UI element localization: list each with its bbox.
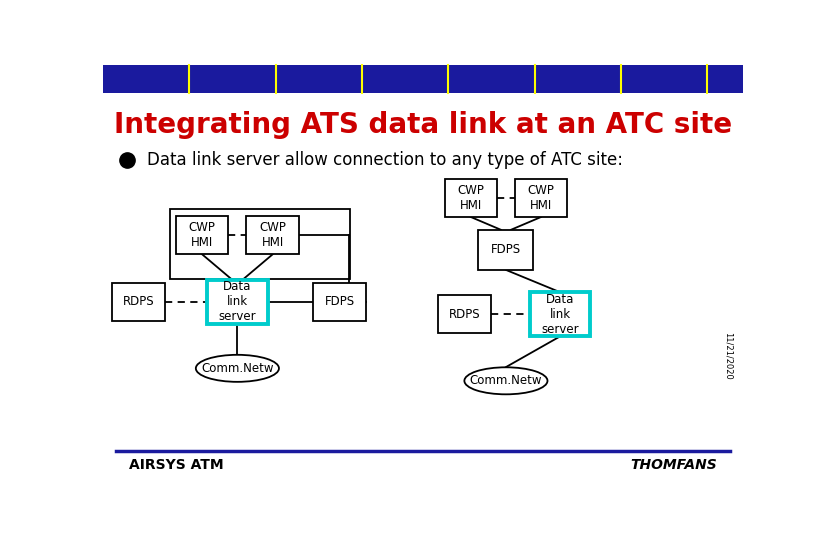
FancyBboxPatch shape	[112, 282, 164, 321]
FancyBboxPatch shape	[103, 65, 742, 93]
FancyBboxPatch shape	[530, 292, 591, 336]
FancyBboxPatch shape	[314, 282, 366, 321]
Text: Comm.Netw: Comm.Netw	[201, 362, 274, 375]
Text: Data link server allow connection to any type of ATC site:: Data link server allow connection to any…	[147, 151, 623, 170]
Text: CWP
HMI: CWP HMI	[259, 221, 286, 249]
Text: CWP
HMI: CWP HMI	[528, 184, 554, 212]
Text: FDPS: FDPS	[324, 295, 355, 308]
Text: 11/21/2020: 11/21/2020	[724, 332, 733, 380]
FancyBboxPatch shape	[515, 179, 568, 217]
FancyBboxPatch shape	[247, 216, 299, 254]
FancyBboxPatch shape	[478, 230, 534, 270]
Ellipse shape	[196, 355, 279, 382]
Text: AIRSYS ATM: AIRSYS ATM	[129, 458, 224, 472]
FancyBboxPatch shape	[176, 216, 229, 254]
Text: FDPS: FDPS	[491, 244, 521, 256]
FancyBboxPatch shape	[438, 295, 491, 333]
Ellipse shape	[464, 367, 548, 394]
FancyBboxPatch shape	[207, 280, 267, 324]
Text: THOMFANS: THOMFANS	[630, 458, 717, 472]
Text: RDPS: RDPS	[122, 295, 154, 308]
FancyBboxPatch shape	[445, 179, 497, 217]
Text: CWP
HMI: CWP HMI	[457, 184, 484, 212]
Text: Data
link
server: Data link server	[541, 293, 579, 336]
Text: Data
link
server: Data link server	[219, 280, 257, 323]
Text: CWP
HMI: CWP HMI	[189, 221, 215, 249]
Text: Integrating ATS data link at an ATC site: Integrating ATS data link at an ATC site	[114, 111, 732, 139]
Text: RDPS: RDPS	[449, 308, 480, 321]
Text: Comm.Netw: Comm.Netw	[469, 374, 542, 387]
